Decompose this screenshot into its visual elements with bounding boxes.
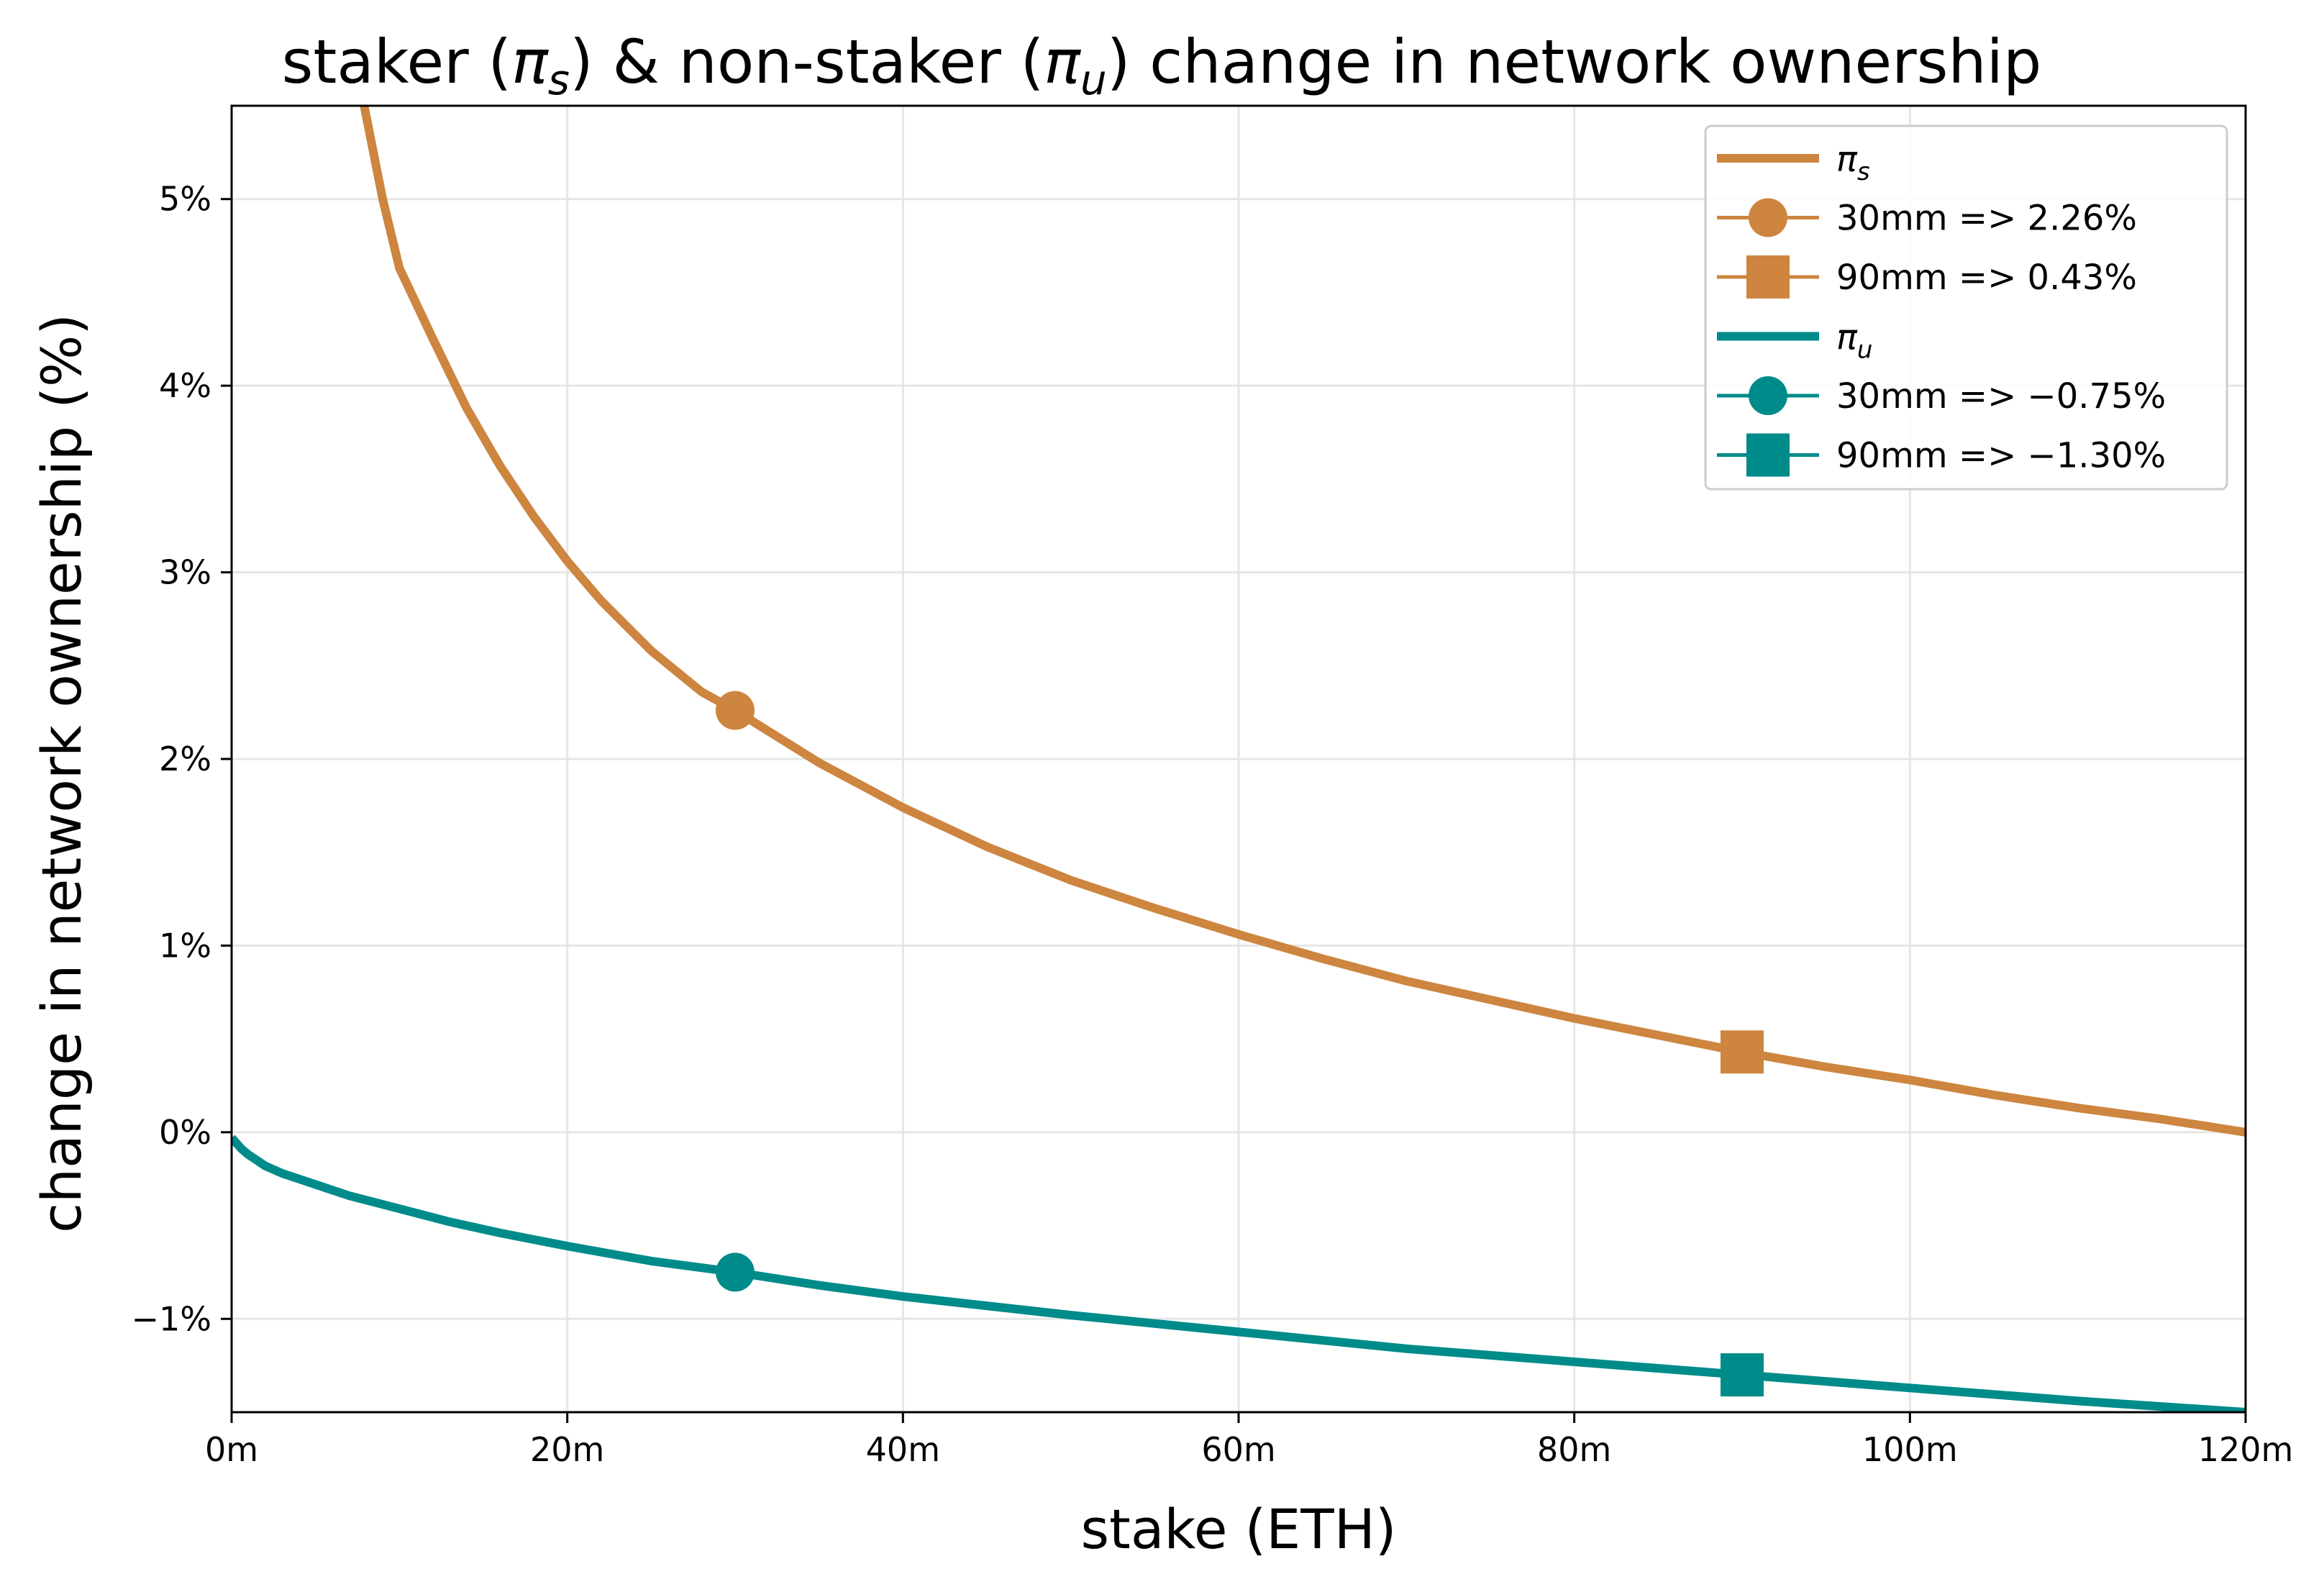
legend-label: 90mm => −1.30% [1836,436,2166,476]
y-tick-label: 1% [159,926,211,965]
axis-ticks: 0m 20m 40m 60m 80m 100m 120m −1% 0% 1% 2% 3% 4% 5% [131,180,2293,1469]
x-tick-label: 0m [205,1430,258,1469]
legend-circle-swatch [1749,376,1787,415]
x-tick-label: 60m [1201,1430,1275,1469]
y-tick-label: 5% [159,180,211,219]
y-tick-label: 0% [159,1113,211,1152]
series-line-non-staker [232,1134,2246,1412]
legend-box [1704,124,2228,491]
legend-item: 90mm => 0.43% [1717,255,2137,299]
legend-label: 30mm => 2.26% [1836,199,2137,239]
legend-square-swatch [1746,255,1790,299]
legend-item: πs [1717,140,1870,186]
legend-item: 30mm => 2.26% [1717,198,2137,239]
x-tick-label: 80m [1537,1430,1611,1469]
legend-item: 30mm => −0.75% [1717,376,2166,417]
y-tick-label: 2% [159,740,211,778]
legend-label: 30mm => −0.75% [1836,376,2166,417]
legend-item: πu [1717,318,1872,365]
series-lines [232,106,2246,1412]
legend-label: 90mm => 0.43% [1836,258,2137,298]
legend-circle-swatch [1749,198,1787,237]
data-markers [716,691,1764,1397]
legend: πs 30mm => 2.26% 90mm => 0.43% πu 30mm => −0… [1704,124,2228,491]
legend-square-swatch [1746,433,1790,477]
y-tick-label: 3% [159,553,211,592]
legend-label: πs [1836,140,1870,186]
y-axis-label: change in network ownership (%) [29,314,94,1233]
x-tick-label: 20m [530,1430,604,1469]
chart-title: staker (πs) & non-staker (πu) change in … [282,27,2042,104]
x-tick-label: 100m [1862,1430,1958,1469]
x-tick-label: 40m [866,1430,940,1469]
data-point-circle [716,691,755,730]
y-tick-label: 4% [159,366,211,405]
legend-label: πu [1836,318,1872,365]
x-tick-label: 120m [2198,1430,2294,1469]
data-point-square [1721,1030,1764,1074]
data-point-square [1721,1353,1764,1397]
x-axis-label: stake (ETH) [1080,1497,1396,1561]
y-tick-label: −1% [131,1299,211,1338]
series-line-staker [360,106,2246,1137]
legend-item: 90mm => −1.30% [1717,433,2166,477]
data-point-circle [716,1252,755,1292]
